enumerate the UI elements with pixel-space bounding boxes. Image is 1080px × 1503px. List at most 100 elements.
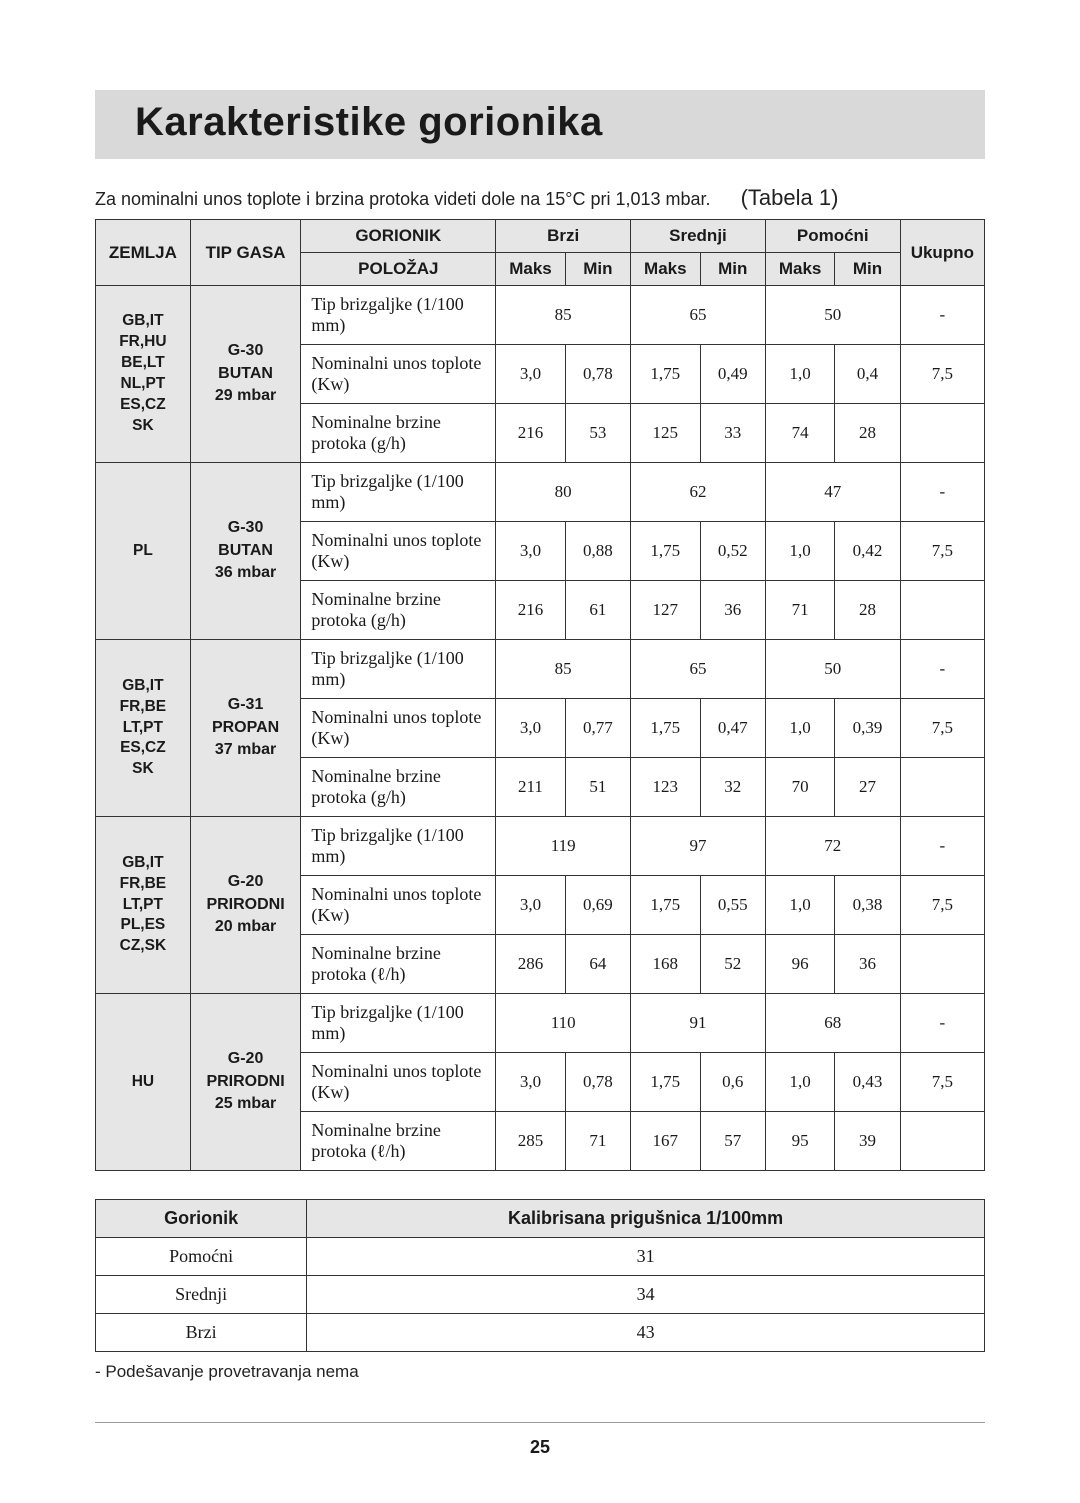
cell-value: 1,0: [765, 522, 835, 581]
cell-value: 36: [835, 935, 900, 994]
cell-value: 0,55: [700, 876, 765, 935]
cell-value: 0,42: [835, 522, 900, 581]
th-total: Ukupno: [900, 220, 984, 286]
cell-value: 1,75: [631, 876, 701, 935]
cell-country: HU: [96, 994, 191, 1171]
cell-value: 64: [565, 935, 630, 994]
cell-value: 0,88: [565, 522, 630, 581]
cell-value: 168: [631, 935, 701, 994]
cell-value: 91: [631, 994, 766, 1053]
cell-gas: G-31PROPAN37 mbar: [190, 640, 301, 817]
cell-value: 96: [765, 935, 835, 994]
cell-value: 71: [565, 1112, 630, 1171]
cell-value: 110: [496, 994, 631, 1053]
cell-position: Tip brizgaljke (1/100 mm): [301, 994, 496, 1053]
cell-value: 216: [496, 581, 566, 640]
cell-position: Nominalne brzine protoka (g/h): [301, 758, 496, 817]
cell-value: 52: [700, 935, 765, 994]
cell-value: 27: [835, 758, 900, 817]
cell-value: 0,47: [700, 699, 765, 758]
cell-value: 285: [496, 1112, 566, 1171]
cell-value: 7,5: [900, 876, 984, 935]
cell-value: 74: [765, 404, 835, 463]
cell-value: 95: [765, 1112, 835, 1171]
bypass-value: 31: [307, 1238, 985, 1276]
cell-value: 286: [496, 935, 566, 994]
th-max: Maks: [496, 253, 566, 286]
cell-value: 3,0: [496, 876, 566, 935]
cell-value: [900, 935, 984, 994]
cell-value: 50: [765, 640, 900, 699]
cell-value: 0,39: [835, 699, 900, 758]
th-max: Maks: [765, 253, 835, 286]
cell-value: 50: [765, 286, 900, 345]
cell-value: 36: [700, 581, 765, 640]
cell-position: Nominalni unos toplote (Kw): [301, 699, 496, 758]
intro-row: Za nominalni unos toplote i brzina proto…: [95, 185, 985, 211]
cell-value: 3,0: [496, 699, 566, 758]
th-position: POLOŽAJ: [301, 253, 496, 286]
burner-table: ZEMLJA TIP GASA GORIONIK Brzi Srednji Po…: [95, 219, 985, 1171]
cell-value: 119: [496, 817, 631, 876]
cell-value: 1,75: [631, 699, 701, 758]
cell-country: GB,ITFR,BELT,PTES,CZSK: [96, 640, 191, 817]
cell-position: Nominalni unos toplote (Kw): [301, 1053, 496, 1112]
cell-value: 7,5: [900, 522, 984, 581]
cell-value: 72: [765, 817, 900, 876]
cell-value: 1,0: [765, 1053, 835, 1112]
cell-position: Nominalne brzine protoka (ℓ/h): [301, 1112, 496, 1171]
cell-position: Nominalne brzine protoka (ℓ/h): [301, 935, 496, 994]
bypass-name: Srednji: [96, 1276, 307, 1314]
cell-value: -: [900, 994, 984, 1053]
bypass-body: Pomoćni31Srednji34Brzi43: [96, 1238, 985, 1352]
th-bypass-value: Kalibrisana prigušnica 1/100mm: [307, 1200, 985, 1238]
cell-value: 1,0: [765, 345, 835, 404]
cell-position: Nominalne brzine protoka (g/h): [301, 581, 496, 640]
cell-value: [900, 1112, 984, 1171]
cell-value: 39: [835, 1112, 900, 1171]
bypass-table: Gorionik Kalibrisana prigušnica 1/100mm …: [95, 1199, 985, 1352]
cell-value: 7,5: [900, 1053, 984, 1112]
cell-position: Nominalni unos toplote (Kw): [301, 876, 496, 935]
th-min: Min: [700, 253, 765, 286]
cell-value: 1,75: [631, 1053, 701, 1112]
cell-value: 32: [700, 758, 765, 817]
cell-value: 0,52: [700, 522, 765, 581]
cell-value: 211: [496, 758, 566, 817]
cell-country: GB,ITFR,BELT,PTPL,ESCZ,SK: [96, 817, 191, 994]
cell-value: 85: [496, 640, 631, 699]
cell-value: 28: [835, 404, 900, 463]
cell-value: 65: [631, 640, 766, 699]
cell-value: 80: [496, 463, 631, 522]
cell-value: 57: [700, 1112, 765, 1171]
bypass-value: 43: [307, 1314, 985, 1352]
bypass-value: 34: [307, 1276, 985, 1314]
cell-country: PL: [96, 463, 191, 640]
cell-value: 0,78: [565, 345, 630, 404]
cell-gas: G-30BUTAN29 mbar: [190, 286, 301, 463]
cell-value: -: [900, 463, 984, 522]
cell-value: 167: [631, 1112, 701, 1171]
cell-value: 61: [565, 581, 630, 640]
cell-value: 65: [631, 286, 766, 345]
cell-position: Tip brizgaljke (1/100 mm): [301, 817, 496, 876]
cell-value: [900, 758, 984, 817]
cell-value: 0,43: [835, 1053, 900, 1112]
th-gastype: TIP GASA: [190, 220, 301, 286]
cell-position: Tip brizgaljke (1/100 mm): [301, 463, 496, 522]
separator: [95, 1422, 985, 1423]
th-bypass-burner: Gorionik: [96, 1200, 307, 1238]
cell-value: 85: [496, 286, 631, 345]
cell-value: 1,75: [631, 522, 701, 581]
cell-value: 53: [565, 404, 630, 463]
cell-country: GB,ITFR,HUBE,LTNL,PTES,CZSK: [96, 286, 191, 463]
th-aux: Pomoćni: [765, 220, 900, 253]
cell-value: 7,5: [900, 699, 984, 758]
intro-text: Za nominalni unos toplote i brzina proto…: [95, 189, 711, 210]
cell-value: 123: [631, 758, 701, 817]
cell-value: [900, 404, 984, 463]
cell-value: 33: [700, 404, 765, 463]
page-number: 25: [95, 1437, 985, 1458]
cell-value: 0,78: [565, 1053, 630, 1112]
table-body: GB,ITFR,HUBE,LTNL,PTES,CZSKG-30BUTAN29 m…: [96, 286, 985, 1171]
